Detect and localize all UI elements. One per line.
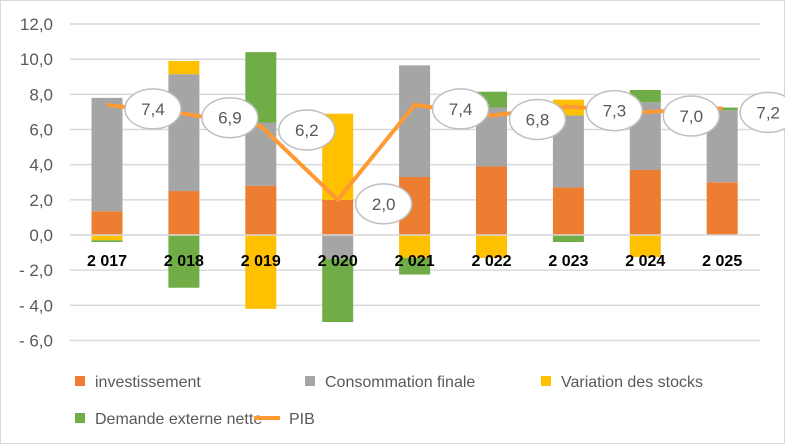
x-tick-label: 2 018 [164,253,204,270]
y-tick-label: 4,0 [29,156,53,175]
bar-variation-des-stocks [91,235,123,241]
data-label-bubble [662,95,721,137]
x-tick-label: 2 017 [87,253,127,270]
bar-investissement [552,187,584,235]
data-label: 7,3 [603,102,627,121]
y-tick-label: 10,0 [20,50,53,69]
bar-investissement [168,191,200,235]
x-tick-label: 2 023 [548,253,588,270]
data-label: 6,9 [218,109,242,128]
data-label-bubble [354,183,413,225]
bar-investissement [476,166,507,235]
bar-investissement [706,182,738,235]
bar-variation-des-stocks [168,60,200,75]
y-tick-label: 6,0 [29,121,53,140]
y-tick-label: 2,0 [29,191,53,210]
y-tick-label: - 6,0 [19,331,53,350]
legend-swatch [75,413,85,423]
x-tick-label: 2 022 [471,253,511,270]
x-tick-label: 2 024 [625,253,665,270]
data-label: 7,2 [756,103,780,122]
data-label: 7,4 [141,100,165,119]
data-label: 7,4 [449,100,473,119]
bar-demande-externe-nette [552,235,584,243]
bar-variation-des-stocks [399,235,431,258]
x-tick-label: 2 021 [395,253,435,270]
data-label: 2,0 [372,195,396,214]
bar-investissement [245,185,277,235]
data-label-bubble [278,109,336,151]
bar-variation-des-stocks [476,235,507,258]
bar-variation-des-stocks [629,235,661,257]
y-tick-label: 0,0 [29,226,53,245]
legend-swatch [541,376,551,386]
data-label-bubble [739,91,785,134]
x-tick-label: 2 019 [241,253,281,270]
legend-label: Demande externe nette [95,411,262,428]
data-label-bubble [201,96,259,139]
bar-consommation-finale [168,74,200,192]
x-tick-label: 2 025 [702,253,742,270]
y-tick-label: 8,0 [29,85,53,104]
y-tick-label: - 4,0 [19,296,53,315]
legend-label: Consommation finale [325,374,475,391]
data-label: 6,8 [526,110,550,129]
bar-variation-des-stocks [245,235,277,309]
bar-consommation-finale [399,65,431,177]
legend-label: PIB [289,411,315,428]
data-label-bubble [124,88,182,130]
legend-swatch [305,376,315,386]
bar-investissement [629,169,661,235]
data-label-bubble [431,88,490,130]
y-tick-label: - 2,0 [19,261,53,280]
x-tick-label: 2 020 [318,253,358,270]
bar-demande-externe-nette [91,240,123,243]
data-label: 7,0 [679,107,703,126]
legend-label: investissement [95,374,201,391]
data-label-bubble [508,98,567,141]
bar-demande-externe-nette [399,257,431,275]
bar-consommation-finale [91,97,123,212]
bar-demande-externe-nette [168,235,200,288]
bar-consommation-finale [245,122,277,186]
bar-investissement [91,211,123,235]
bar-demande-externe-nette [322,258,354,323]
legend-label: Variation des stocks [561,374,703,391]
bar-consommation-finale [322,235,354,259]
y-tick-label: 12,0 [20,15,53,34]
data-label-bubble [585,89,644,132]
bar-investissement [322,199,354,235]
data-label: 6,2 [295,121,319,140]
legend-swatch [75,376,85,386]
